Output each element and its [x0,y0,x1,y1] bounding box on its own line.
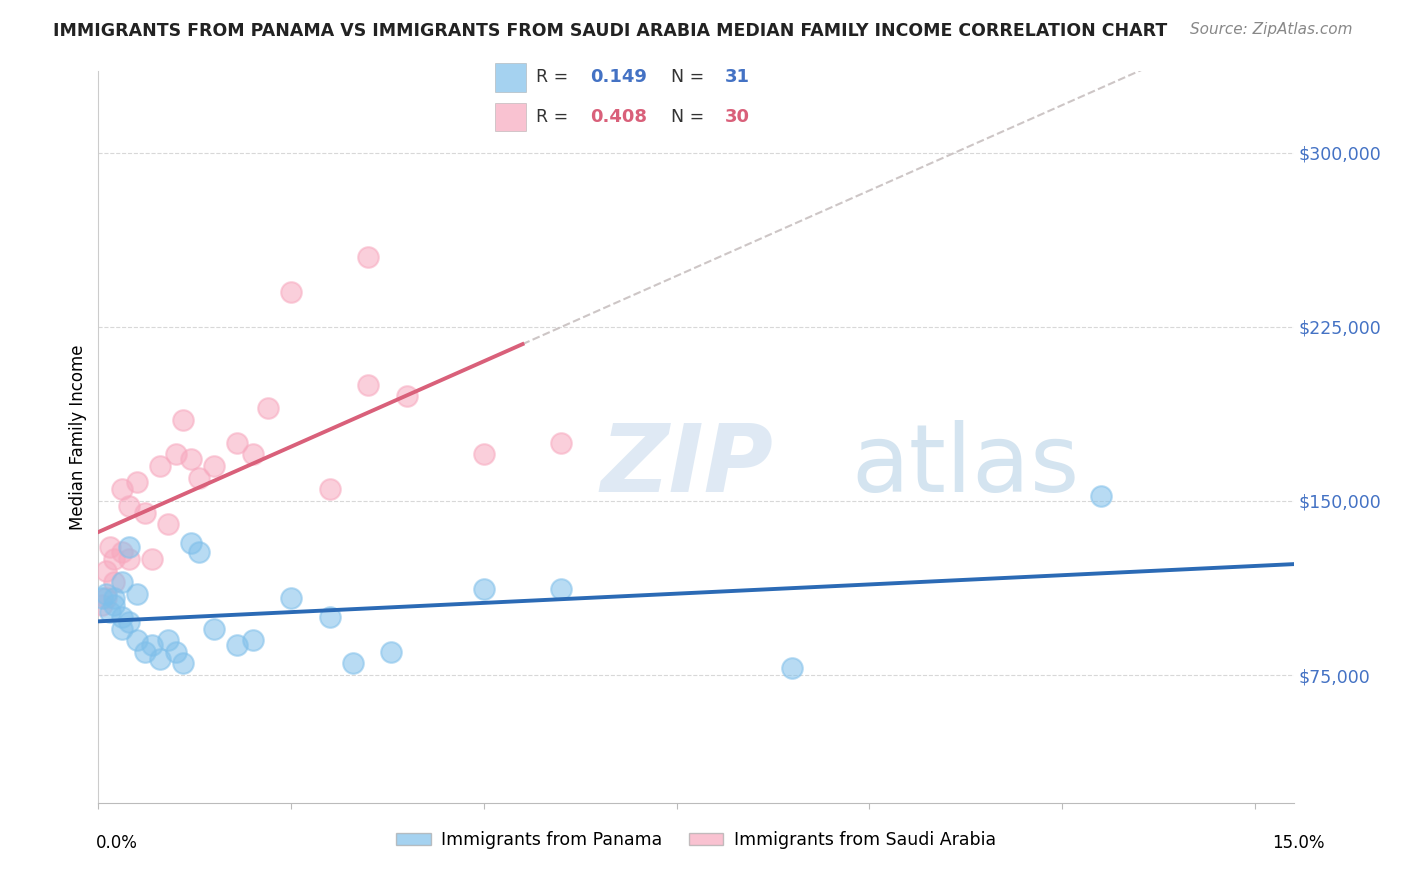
Bar [495,103,526,131]
Point [118,552,141,566]
Point [103,575,125,590]
Point [226,436,249,450]
Point [472,582,495,597]
Point [134,645,156,659]
Point [118,615,141,629]
Point [94,591,117,606]
Point [110,622,132,636]
Point [342,657,364,671]
Point [98,541,121,555]
Point [149,459,172,474]
Text: atlas: atlas [852,420,1080,512]
Point [319,483,342,497]
Text: 31: 31 [724,69,749,87]
Point [395,389,418,403]
Point [141,638,163,652]
Point [94,564,117,578]
Text: 0.408: 0.408 [589,108,647,126]
Point [110,610,132,624]
Point [118,541,141,555]
Text: R =: R = [536,108,574,126]
Y-axis label: Median Family Income: Median Family Income [69,344,87,530]
Text: IMMIGRANTS FROM PANAMA VS IMMIGRANTS FROM SAUDI ARABIA MEDIAN FAMILY INCOME CORR: IMMIGRANTS FROM PANAMA VS IMMIGRANTS FRO… [53,22,1167,40]
Text: 15.0%: 15.0% [1272,834,1324,852]
Point [1090,489,1112,503]
Point [187,545,209,559]
Point [118,499,141,513]
Point [550,436,572,450]
Point [242,448,264,462]
Point [134,506,156,520]
Text: 30: 30 [724,108,749,126]
Point [257,401,280,415]
Legend: Immigrants from Panama, Immigrants from Saudi Arabia: Immigrants from Panama, Immigrants from … [389,824,1002,856]
Point [110,575,132,590]
Point [156,517,179,532]
Point [125,475,148,490]
Point [110,483,132,497]
Point [380,645,402,659]
Bar [495,62,526,92]
Point [280,591,302,606]
Text: ZIP: ZIP [600,420,773,512]
Point [110,545,132,559]
Text: N =: N = [671,108,710,126]
Point [180,452,202,467]
Text: 0.0%: 0.0% [96,834,138,852]
Point [357,250,380,264]
Point [103,552,125,566]
Point [125,587,148,601]
Text: 0.149: 0.149 [589,69,647,87]
Point [103,599,125,613]
Point [91,599,114,613]
Text: R =: R = [536,69,574,87]
Point [226,638,249,652]
Point [202,459,225,474]
Point [98,606,121,620]
Text: N =: N = [671,69,710,87]
Point [103,591,125,606]
Point [280,285,302,299]
Point [149,652,172,666]
Point [550,582,572,597]
Point [242,633,264,648]
Point [180,535,202,549]
Point [202,622,225,636]
Point [165,448,187,462]
Text: Source: ZipAtlas.com: Source: ZipAtlas.com [1189,22,1353,37]
Point [125,633,148,648]
Point [472,448,495,462]
Point [165,645,187,659]
Point [782,661,804,675]
Point [172,412,194,426]
Point [156,633,179,648]
Point [357,377,380,392]
Point [94,587,117,601]
Point [319,610,342,624]
Point [187,471,209,485]
Point [91,591,114,606]
Point [172,657,194,671]
Point [141,552,163,566]
